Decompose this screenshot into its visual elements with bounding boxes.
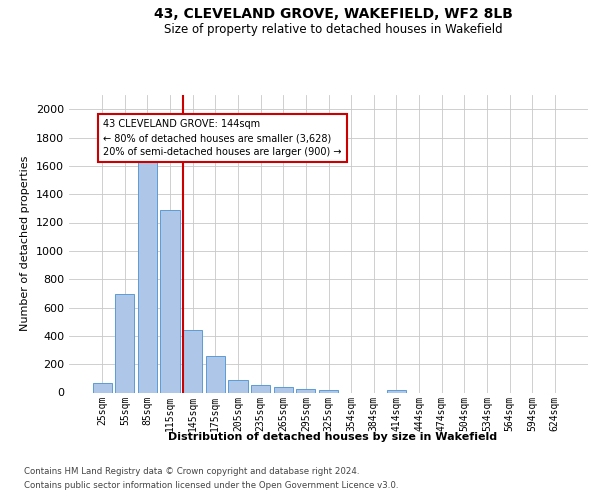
Y-axis label: Number of detached properties: Number of detached properties (20, 156, 31, 332)
Bar (319, 390, 338, 392)
Text: 43, CLEVELAND GROVE, WAKEFIELD, WF2 8LB: 43, CLEVELAND GROVE, WAKEFIELD, WF2 8LB (154, 8, 512, 22)
Bar (160, 210, 180, 392)
Bar (92, 384, 112, 392)
Bar (251, 384, 270, 392)
Text: Contains public sector information licensed under the Open Government Licence v3: Contains public sector information licen… (24, 481, 398, 490)
Text: Size of property relative to detached houses in Wakefield: Size of property relative to detached ho… (164, 22, 502, 36)
Bar (274, 387, 293, 392)
Text: Contains HM Land Registry data © Crown copyright and database right 2024.: Contains HM Land Registry data © Crown c… (24, 468, 359, 476)
Bar (115, 294, 134, 392)
Text: 43 CLEVELAND GROVE: 144sqm
← 80% of detached houses are smaller (3,628)
20% of s: 43 CLEVELAND GROVE: 144sqm ← 80% of deta… (103, 119, 342, 157)
Bar (183, 330, 202, 392)
Bar (206, 356, 225, 392)
Bar (387, 390, 406, 392)
Bar (229, 380, 248, 392)
Bar (296, 388, 316, 392)
Bar (138, 162, 157, 392)
Text: Distribution of detached houses by size in Wakefield: Distribution of detached houses by size … (169, 432, 497, 442)
